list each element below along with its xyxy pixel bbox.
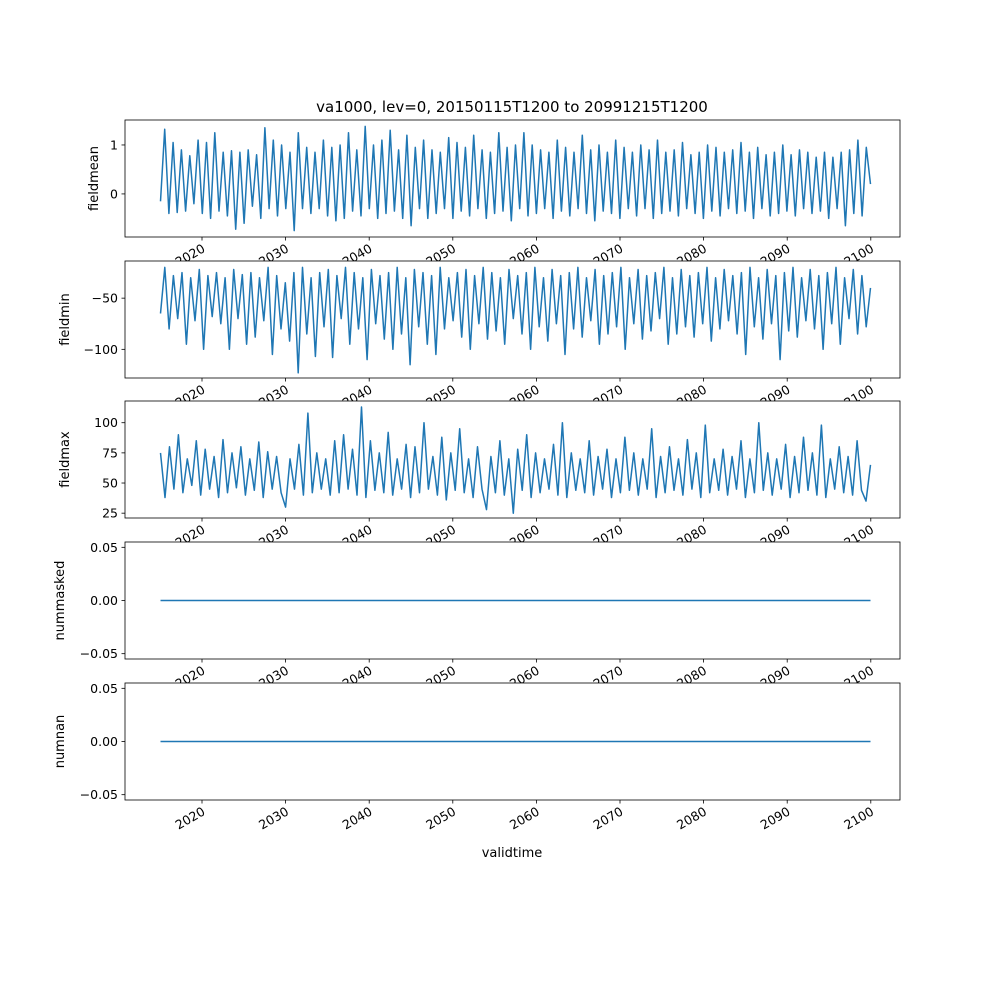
y-axis-label: fieldmax xyxy=(58,431,73,488)
y-axis-label: fieldmin xyxy=(58,293,73,346)
y-tick-label: −0.05 xyxy=(80,787,118,802)
series-line-fieldmax xyxy=(159,406,872,514)
series-line-fieldmin xyxy=(159,266,872,374)
chart-title: va1000, lev=0, 20150115T1200 to 20991215… xyxy=(316,98,708,116)
y-axis-label: fieldmean xyxy=(87,146,102,211)
y-tick-label: 0 xyxy=(110,186,118,201)
y-axis-label: numnan xyxy=(53,715,68,769)
y-tick-label: 0.00 xyxy=(90,593,118,608)
y-tick-label: −100 xyxy=(84,342,118,357)
axes-frame xyxy=(124,119,901,238)
axes-frame xyxy=(124,400,901,519)
y-tick-label: 75 xyxy=(102,445,118,460)
axes-frame xyxy=(124,260,901,379)
x-axis-label: validtime xyxy=(482,846,543,861)
y-axis-label: nummasked xyxy=(53,561,68,641)
y-tick-label: 50 xyxy=(102,476,118,491)
y-tick-label: 1 xyxy=(110,137,118,152)
y-tick-label: 100 xyxy=(94,415,118,430)
series-line-fieldmean xyxy=(159,125,872,232)
y-tick-label: 0.00 xyxy=(90,734,118,749)
y-tick-label: 25 xyxy=(102,506,118,521)
y-tick-label: −0.05 xyxy=(80,646,118,661)
y-tick-label: −50 xyxy=(92,291,118,306)
y-tick-label: 0.05 xyxy=(90,540,118,555)
y-tick-label: 0.05 xyxy=(90,681,118,696)
